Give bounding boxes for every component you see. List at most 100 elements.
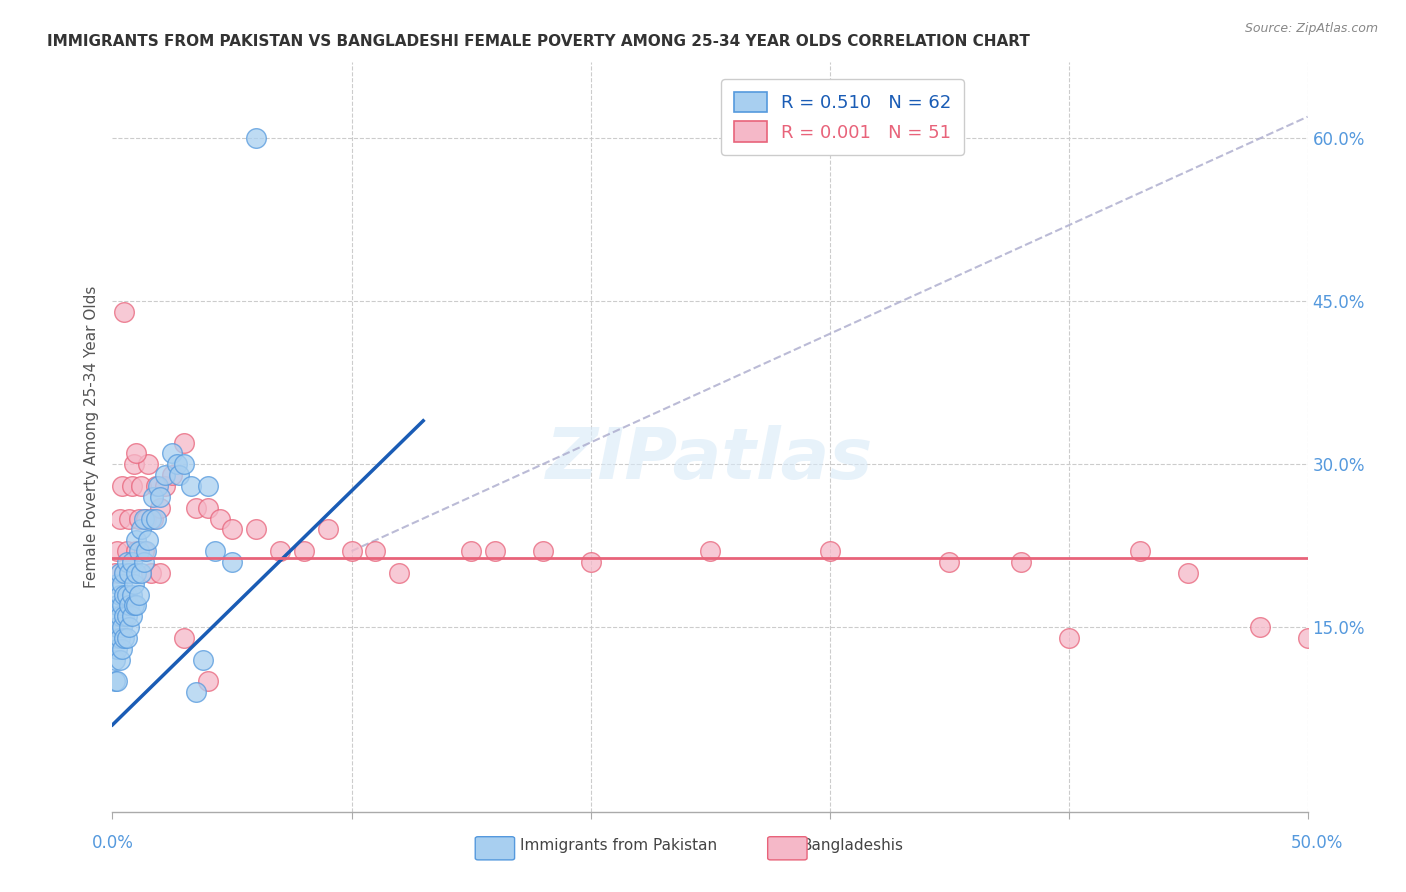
Point [1296, 631, 1319, 645]
Point [128, 511, 150, 525]
Point [132, 544, 155, 558]
Point [104, 609, 127, 624]
Text: Source: ZipAtlas.com: Source: ZipAtlas.com [1244, 22, 1378, 36]
Point [135, 544, 157, 558]
Point [531, 544, 554, 558]
Point [114, 566, 135, 580]
Point [118, 511, 141, 525]
Point [166, 457, 188, 471]
Point [193, 653, 215, 667]
Y-axis label: Female Poverty Among 25-34 Year Olds: Female Poverty Among 25-34 Year Olds [83, 286, 98, 588]
Text: Immigrants from Pakistan: Immigrants from Pakistan [520, 838, 717, 853]
Point [818, 544, 841, 558]
Point [209, 511, 232, 525]
Point [149, 500, 172, 515]
Point [1249, 620, 1271, 634]
Point [138, 457, 160, 471]
Text: Bangladeshis: Bangladeshis [801, 838, 904, 853]
Point [104, 631, 127, 645]
Point [139, 566, 162, 580]
Point [111, 576, 134, 591]
Point [197, 674, 219, 689]
Point [173, 457, 195, 471]
Point [579, 555, 602, 569]
Point [460, 544, 482, 558]
Point [135, 511, 157, 525]
Point [292, 544, 315, 558]
Point [111, 599, 134, 613]
Point [173, 631, 195, 645]
Point [138, 533, 160, 548]
Point [197, 479, 219, 493]
Point [115, 631, 138, 645]
Point [162, 446, 183, 460]
Text: 50.0%: 50.0% [1291, 834, 1343, 852]
Point [388, 566, 411, 580]
Point [105, 599, 128, 613]
Point [122, 576, 145, 591]
Point [128, 544, 150, 558]
Point [115, 588, 138, 602]
Point [111, 479, 134, 493]
Point [122, 599, 145, 613]
Point [125, 544, 148, 558]
Point [118, 620, 141, 634]
Point [186, 500, 208, 515]
Point [108, 653, 131, 667]
Point [186, 685, 208, 699]
Point [105, 576, 128, 591]
Point [114, 566, 135, 580]
Point [146, 479, 169, 493]
Point [125, 533, 148, 548]
Point [204, 544, 226, 558]
Point [115, 609, 138, 624]
Point [153, 479, 176, 493]
Point [118, 599, 141, 613]
Point [108, 609, 131, 624]
Point [115, 544, 138, 558]
Point [1129, 544, 1152, 558]
Point [111, 620, 134, 634]
Text: ZIPatlas: ZIPatlas [547, 425, 873, 494]
Point [132, 511, 155, 525]
Point [115, 555, 138, 569]
Point [221, 555, 243, 569]
Point [122, 457, 145, 471]
Point [149, 490, 172, 504]
Point [104, 566, 127, 580]
Point [316, 522, 339, 536]
Point [104, 674, 127, 689]
Point [125, 446, 148, 460]
Point [142, 511, 165, 525]
Point [938, 555, 960, 569]
Point [121, 479, 143, 493]
Legend: R = 0.510   N = 62, R = 0.001   N = 51: R = 0.510 N = 62, R = 0.001 N = 51 [721, 79, 965, 155]
Point [118, 566, 141, 580]
Point [180, 479, 202, 493]
Point [105, 544, 128, 558]
Point [114, 305, 135, 319]
Point [245, 522, 267, 536]
Point [145, 479, 167, 493]
Point [108, 511, 131, 525]
Point [221, 522, 243, 536]
Point [129, 522, 152, 536]
Point [114, 609, 135, 624]
Point [129, 566, 152, 580]
Point [105, 620, 128, 634]
Point [125, 599, 148, 613]
Point [132, 555, 155, 569]
Point [129, 479, 152, 493]
Point [1177, 566, 1199, 580]
Point [104, 653, 127, 667]
Text: IMMIGRANTS FROM PAKISTAN VS BANGLADESHI FEMALE POVERTY AMONG 25-34 YEAR OLDS COR: IMMIGRANTS FROM PAKISTAN VS BANGLADESHI … [46, 34, 1029, 49]
Point [121, 555, 143, 569]
Point [149, 566, 172, 580]
Point [114, 631, 135, 645]
Point [340, 544, 363, 558]
Point [111, 641, 134, 656]
Point [153, 468, 176, 483]
Point [105, 674, 128, 689]
Point [484, 544, 506, 558]
Point [269, 544, 291, 558]
